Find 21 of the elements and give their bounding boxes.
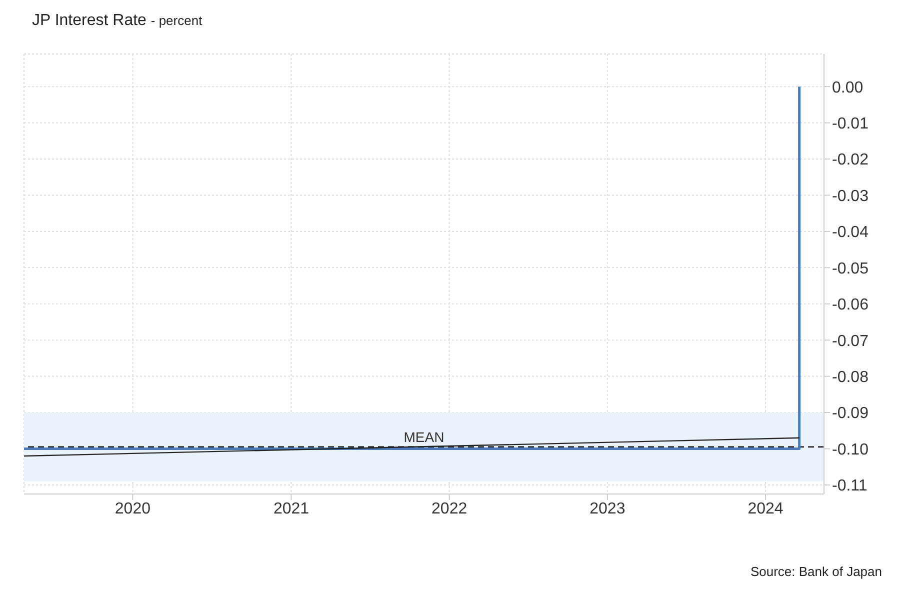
chart-subtitle: - percent (150, 13, 202, 28)
chart-title: JP Interest Rate (32, 12, 146, 29)
x-tick-label: 2022 (432, 500, 468, 518)
y-tick-label: 0.00 (832, 79, 864, 96)
x-tick-label: 2021 (273, 500, 310, 518)
y-tick-label: -0.01 (832, 115, 869, 132)
y-tick-label: -0.06 (832, 296, 869, 314)
y-tick-label: -0.05 (832, 260, 869, 278)
y-tick-label: -0.03 (832, 188, 869, 205)
y-tick-label: -0.10 (832, 441, 869, 458)
y-tick-label: -0.08 (832, 368, 869, 386)
source-note: Source: Bank of Japan (749, 564, 882, 579)
x-tick-label: 2020 (114, 500, 151, 518)
x-tick-label: 2024 (748, 500, 784, 518)
y-tick-label: -0.02 (832, 152, 869, 169)
y-tick-label: -0.09 (832, 405, 869, 422)
y-tick-label: -0.07 (832, 332, 869, 350)
ref-line-label: MEAN (404, 428, 444, 445)
y-tick-label: -0.04 (832, 224, 869, 242)
y-tick-label: -0.11 (832, 478, 868, 495)
x-tick-label: 2023 (590, 500, 626, 518)
